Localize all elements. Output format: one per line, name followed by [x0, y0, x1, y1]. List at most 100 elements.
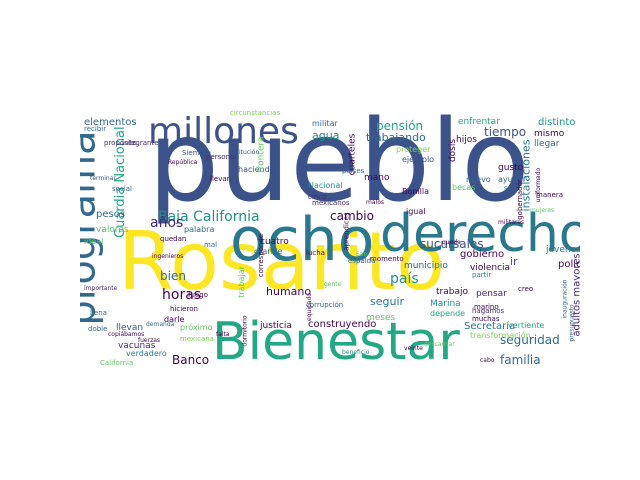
- word-pension: pensión: [376, 119, 424, 133]
- word-humano: humano: [266, 285, 312, 298]
- word-california: California: [100, 359, 134, 367]
- word-horas: horas: [162, 287, 202, 303]
- word-terminar: terminar: [90, 175, 116, 182]
- word-llena: llena: [90, 309, 107, 317]
- word-descansar: descansar: [424, 341, 455, 348]
- word-demanda: demanda: [146, 321, 175, 328]
- word-gusto: gusto: [498, 163, 524, 173]
- word-muchas: muchas: [472, 315, 500, 323]
- word-construyendo: construyendo: [308, 319, 377, 330]
- word-espalda: espalda: [348, 257, 376, 265]
- word-siempre: Siempre: [182, 149, 211, 157]
- word-mexicana: mexicana: [180, 335, 214, 343]
- word-copiabamos: copiábamos: [108, 331, 145, 338]
- word-gente: gente: [324, 281, 342, 288]
- word-fuego: fuego: [188, 291, 208, 299]
- word-doble: doble: [88, 325, 108, 333]
- word-elementos: elementos: [84, 117, 137, 128]
- word-agua: agua: [312, 129, 340, 142]
- word-familia: familia: [500, 353, 541, 367]
- word-bien: bien: [160, 269, 186, 283]
- word-rosarito: Rosarito: [118, 215, 446, 308]
- word-darle: darle: [164, 315, 185, 324]
- word-vacunas: vacunas: [118, 341, 156, 351]
- word-falta: falta: [216, 331, 230, 338]
- word-aprendices: aprendices: [342, 212, 351, 251]
- word-nacional-2: Nacional: [308, 181, 343, 190]
- word-seguir: seguir: [370, 295, 405, 308]
- word-pueblo: pueblo: [148, 110, 530, 227]
- word-llevan: llevan: [116, 323, 144, 333]
- word-dormitorio: dormitorio: [241, 315, 249, 347]
- word-marino: marino: [474, 303, 499, 311]
- word-fuerzas: fuerzas: [138, 337, 161, 344]
- word-beneficio: beneficio: [342, 349, 370, 356]
- word-ocho: ocho: [230, 205, 375, 275]
- word-presupuesto: presupuesto: [568, 304, 576, 342]
- word-pesos: pesos: [96, 209, 126, 220]
- word-gobierno: gobierno: [460, 249, 505, 260]
- word-manera: manera: [536, 191, 564, 199]
- word-palabra: palabra: [184, 225, 215, 234]
- word-corresponde: corresponde: [257, 233, 266, 278]
- word-municipio: municipio: [404, 261, 448, 271]
- word-hicieron: hicieron: [170, 305, 198, 313]
- word-militar: militar: [312, 119, 338, 128]
- word-haciendo: haciendo: [238, 165, 275, 174]
- word-trabajar: trabajar: [236, 266, 246, 298]
- word-distinto: distinto: [538, 117, 576, 128]
- word-justicia: justicia: [260, 321, 292, 331]
- word-malos: malos: [366, 199, 384, 206]
- word-derecho: derecho: [380, 204, 580, 264]
- word-lucha: lucha: [306, 249, 325, 257]
- word-seguridad: seguridad: [500, 333, 560, 347]
- word-cuarteles: cuarteles: [347, 133, 358, 176]
- word-mano: mano: [364, 173, 390, 183]
- word-cambio: cambio: [330, 209, 374, 223]
- word-mexicanos: mexicanos: [312, 199, 350, 207]
- word-quedan: quedan: [160, 235, 187, 243]
- word-hagamos: hagamos: [472, 307, 505, 315]
- word-anos: años: [150, 215, 184, 231]
- word-creo: creo: [518, 285, 534, 293]
- word-recibir: recibir: [84, 125, 107, 133]
- word-gobernador: gobernador: [515, 179, 524, 220]
- word-grande: grande: [254, 247, 283, 256]
- word-igual: igual: [406, 207, 426, 216]
- word-tiempo: tiempo: [484, 125, 527, 139]
- word-mismo: mismo: [534, 129, 565, 139]
- word-llegar: llegar: [534, 139, 560, 149]
- word-secretaria: Secretaría: [464, 321, 516, 332]
- word-cabo: cabo: [480, 357, 495, 364]
- word-circunstancias: circunstancias: [230, 110, 281, 117]
- word-equipado: equipado: [305, 293, 313, 321]
- word-bienestar: Bienestar: [212, 312, 460, 370]
- word-nuevo: nuevo: [466, 175, 491, 184]
- word-cloud: pueblo Rosarito ocho derecho Bienestar m…: [80, 110, 580, 370]
- word-institucion: institución: [228, 149, 260, 156]
- word-paises: países: [342, 167, 365, 175]
- word-proximo: próximo: [180, 323, 213, 332]
- word-depende: depende: [430, 309, 466, 318]
- word-queda: queda: [442, 239, 461, 246]
- word-frontera: frontera: [256, 136, 267, 173]
- word-cinco: cinco: [308, 193, 327, 201]
- word-ideal: ideal: [84, 237, 104, 246]
- word-san: San: [356, 251, 368, 258]
- word-jovenes: jóvenes: [546, 245, 580, 255]
- word-policia: policía: [558, 259, 580, 270]
- word-personal: personal: [206, 153, 237, 161]
- word-corrupcion: corrupción: [306, 301, 344, 309]
- word-trabajo: trabajo: [436, 287, 468, 297]
- word-importante: importante: [84, 285, 118, 292]
- word-uniformado: uniformado: [535, 167, 543, 203]
- word-social: social: [112, 185, 132, 193]
- word-pais: país: [390, 271, 419, 287]
- word-momento: momento: [370, 255, 404, 263]
- word-mujeres: mujeres: [530, 207, 555, 214]
- word-veinte: veinte: [404, 345, 423, 352]
- word-integrante: integrante: [122, 139, 159, 147]
- word-baja-california: Baja California: [158, 209, 260, 225]
- word-marina: Marina: [430, 299, 461, 309]
- word-trabajando: trabajando: [366, 131, 426, 144]
